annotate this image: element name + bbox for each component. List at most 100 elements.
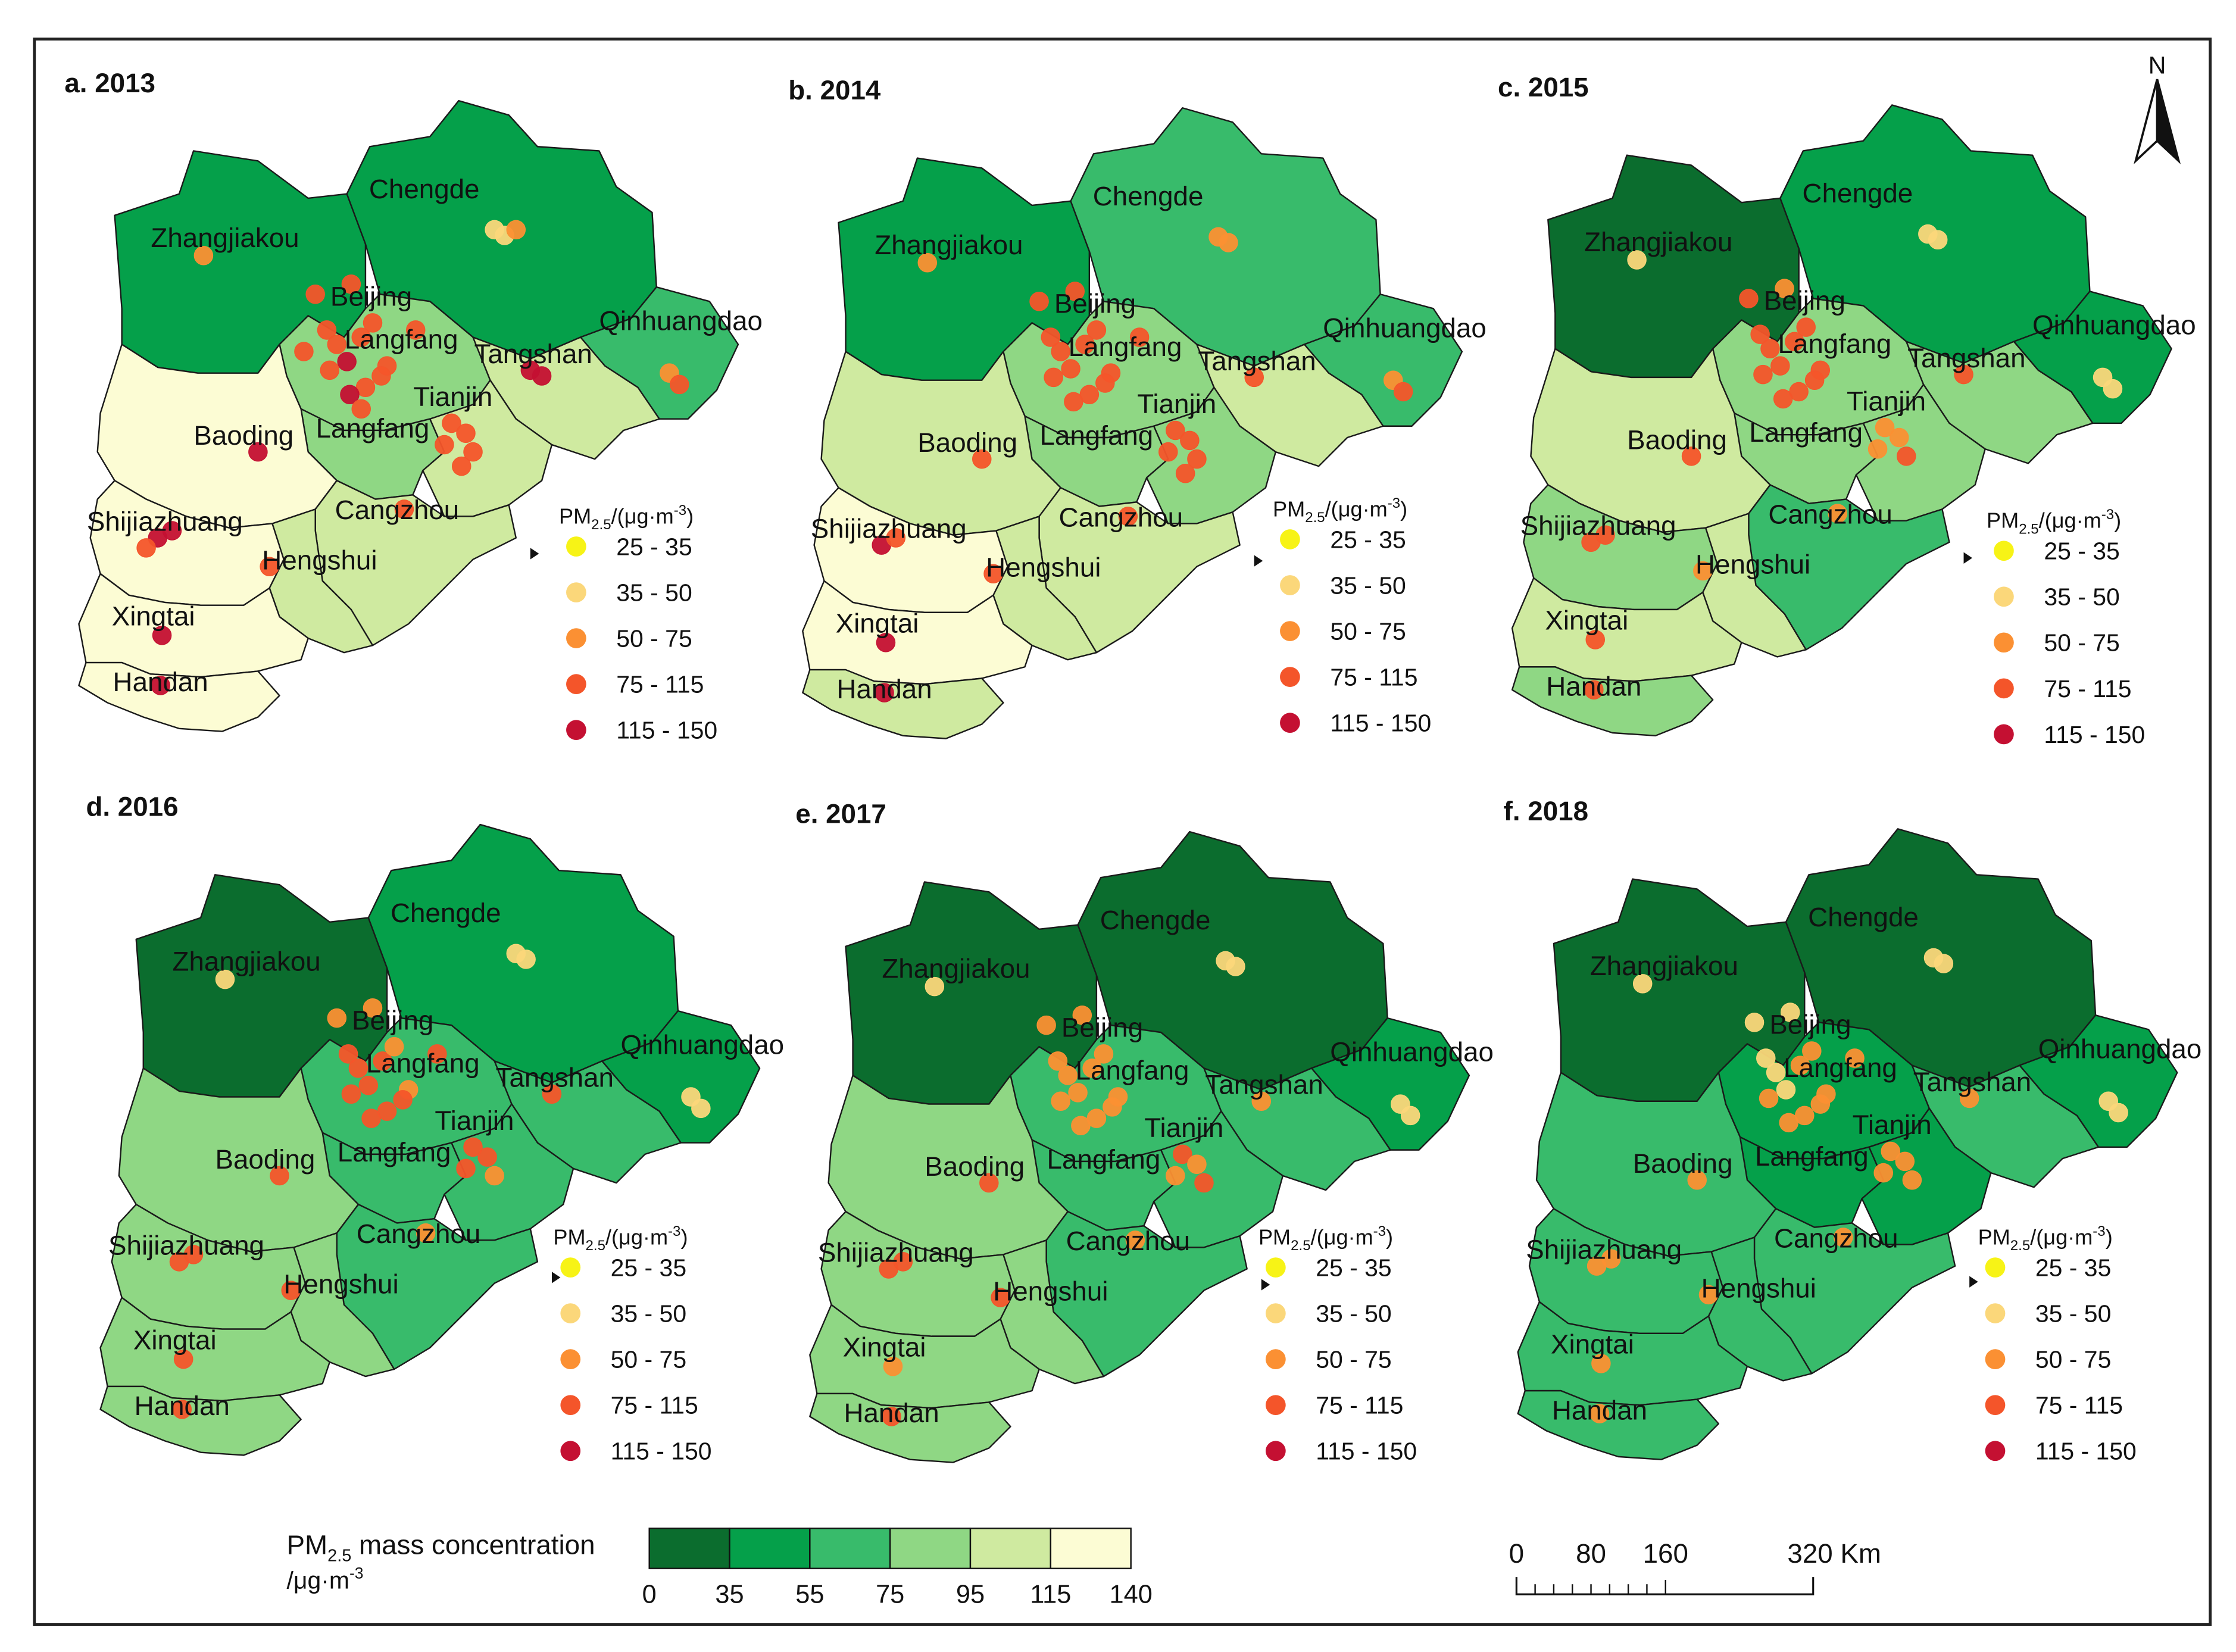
north-arrow-label: N: [2148, 51, 2166, 79]
station-point-tianjin: [1902, 1170, 1922, 1190]
city-label-handan: Handan: [844, 1398, 939, 1428]
point-legend-swatch: [1985, 1395, 2006, 1416]
point-legend-label: 75 - 115: [2035, 1392, 2123, 1419]
station-point-baoding: [1687, 1170, 1707, 1190]
station-point-baoding: [979, 1173, 999, 1193]
scale-label-80: 80: [1576, 1538, 1606, 1569]
area-legend: PM2.5 mass concentration /μg·m-3 0 35 55 75…: [287, 1528, 1153, 1609]
point-legend-label: 25 - 35: [1330, 526, 1406, 553]
station-point-baoding: [248, 442, 268, 462]
point-legend-swatch: [1265, 1257, 1286, 1278]
area-legend-break: 75: [876, 1580, 904, 1609]
point-legend-swatch: [1280, 713, 1300, 733]
city-label-chengde: Chengde: [369, 174, 480, 204]
point-legend-label: 25 - 35: [1316, 1254, 1391, 1282]
station-point-qinhuangdao: [1393, 382, 1413, 402]
city-label-beijing: Beijing: [1054, 289, 1136, 319]
station-point-tianjin: [452, 456, 471, 476]
city-label-tianjin: Tianjin: [1144, 1113, 1223, 1143]
area-legend-swatch: [889, 1528, 972, 1569]
city-label-tianjin: Tianjin: [1137, 389, 1216, 419]
point-legend-label: 75 - 115: [2044, 675, 2131, 702]
city-label-tangshan: Tangshan: [1913, 1067, 2031, 1097]
point-legend-2016: PM2.5/(μg·m-3)25 - 35 35 - 50 50 - 75 75 - …: [553, 1223, 711, 1465]
station-point-langfang: [1071, 1116, 1091, 1135]
station-point-handan: [151, 676, 170, 695]
city-label-tangshan: Tangshan: [496, 1063, 614, 1093]
station-point-cangzhou: [1828, 504, 1847, 523]
point-legend-swatch: [1985, 1349, 2006, 1370]
city-label-hengshui: Hengshui: [986, 552, 1101, 583]
city-label-hengshui: Hengshui: [993, 1276, 1108, 1306]
city-label-baoding: Baoding: [925, 1151, 1025, 1182]
point-legend-label: 75 - 115: [611, 1392, 698, 1419]
station-point-beijing: [341, 1084, 361, 1104]
city-label-chengde: Chengde: [1808, 902, 1919, 932]
coast-marker: [1963, 552, 1972, 564]
point-legend-swatch: [560, 1349, 581, 1370]
scale-label-160: 160: [1643, 1538, 1688, 1569]
station-point-tianjin: [1875, 417, 1895, 438]
point-legend-swatch: [560, 1303, 581, 1323]
station-point-langfang: [361, 1108, 381, 1128]
station-point-beijing: [1802, 1041, 1822, 1061]
station-point-xingtai: [173, 1349, 193, 1369]
city-label-tangshan: Tangshan: [474, 339, 592, 369]
point-legend-label: 35 - 50: [2035, 1300, 2111, 1328]
station-point-shijiazhuang: [136, 538, 156, 558]
station-point-beijing: [1796, 317, 1816, 337]
station-point-tianjin: [1896, 446, 1916, 466]
station-point-beijing: [1065, 282, 1085, 301]
point-legend-label: 25 - 35: [616, 533, 692, 560]
figure-frame: [33, 38, 2212, 1626]
point-legend-swatch: [1985, 1303, 2006, 1323]
point-legend-title: PM2.5/(μg·m-3): [1258, 1223, 1393, 1254]
point-legend-2017: PM2.5/(μg·m-3)25 - 35 35 - 50 50 - 75 75 - …: [1258, 1223, 1417, 1465]
station-point-beijing: [1044, 367, 1063, 388]
station-point-cangzhou: [1125, 1231, 1145, 1250]
station-point-tangshan: [1251, 1091, 1272, 1111]
station-point-beijing: [1129, 327, 1150, 347]
station-point-hengshui: [281, 1281, 301, 1300]
city-label-cangzhou: Cangzhou: [1774, 1223, 1898, 1253]
point-legend-label: 115 - 150: [616, 717, 717, 744]
city-label-shijiazhuang: Shijiazhuang: [818, 1237, 974, 1267]
station-point-beijing: [327, 1008, 347, 1028]
point-legend-label: 25 - 35: [2035, 1254, 2111, 1282]
area-legend-swatch: [809, 1528, 891, 1569]
point-legend-swatch: [1994, 541, 2014, 561]
region-handan-2013: [78, 661, 280, 732]
point-legend-2015: PM2.5/(μg·m-3)25 - 35 35 - 50 50 - 75 75 - …: [1987, 507, 2145, 748]
station-point-handan: [172, 1400, 192, 1419]
area-legend-unit: /μg·m-3: [287, 1564, 364, 1594]
city-label-xingtai: Xingtai: [1545, 605, 1628, 636]
map-panel-2016: Zhangjiakou Chengde Beijing Langfang Qinhuan…: [86, 792, 784, 1456]
city-label-langfang: Langfang: [1778, 329, 1891, 359]
station-point-tianjin: [1895, 1151, 1915, 1172]
panel-title: b. 2014: [788, 75, 881, 105]
point-legend-swatch: [566, 720, 586, 741]
station-point-qinhuangdao: [691, 1098, 711, 1119]
region-handan-2015: [1511, 666, 1714, 737]
north-arrow-right-half: [2156, 79, 2181, 164]
station-point-cangzhou: [394, 499, 414, 519]
city-label-shijiazhuang: Shijiazhuang: [811, 514, 967, 544]
coast-marker: [551, 1272, 561, 1283]
station-point-beijing: [1756, 1048, 1776, 1068]
point-legend-label: 35 - 50: [1316, 1300, 1391, 1328]
city-label-langfang: Langfang: [1784, 1053, 1897, 1083]
city-label-qinhuangdao: Qinhuangdao: [1323, 313, 1486, 343]
area-legend-break: 140: [1110, 1580, 1153, 1609]
station-point-beijing: [1744, 1013, 1765, 1032]
station-point-shijiazhuang: [886, 528, 906, 548]
region-handan-2014: [802, 669, 1004, 739]
point-legend-swatch: [566, 628, 586, 648]
station-point-tianjin: [485, 1166, 504, 1186]
point-legend-swatch: [1280, 621, 1300, 641]
point-legend-label: 115 - 150: [611, 1438, 712, 1465]
region-handan-2017: [809, 1392, 1011, 1463]
point-legend-swatch: [1265, 1303, 1286, 1323]
point-legend-2013: PM2.5/(μg·m-3)25 - 35 35 - 50 50 - 75 75 - …: [559, 502, 717, 744]
station-point-tangshan: [1244, 367, 1264, 388]
station-point-beijing: [1776, 1080, 1796, 1100]
